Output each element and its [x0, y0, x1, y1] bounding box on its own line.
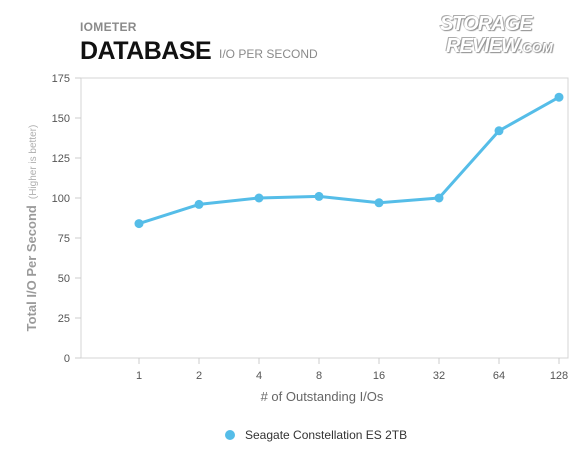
legend-label: Seagate Constellation ES 2TB [245, 428, 408, 442]
data-point [254, 193, 264, 203]
data-point [314, 191, 324, 201]
chart-subtitle: I/O PER SECOND [219, 47, 318, 61]
x-tick-label: 64 [493, 370, 505, 382]
y-tick-label: 150 [52, 113, 70, 125]
plot-frame [80, 77, 569, 359]
chart-legend: Seagate Constellation ES 2TB [225, 428, 407, 442]
x-axis-label: # of Outstanding I/Os [261, 389, 384, 404]
x-tick-label: 16 [373, 370, 385, 382]
y-axis-label-note: (Higher is better) [28, 125, 39, 199]
y-axis-label-main: Total I/O Per Second [24, 205, 39, 331]
x-tick-label: 32 [433, 370, 445, 382]
x-tick-label: 8 [316, 370, 322, 382]
x-axis: 1 2 4 8 16 32 64 128 [136, 358, 568, 382]
y-tick-label: 75 [58, 233, 70, 245]
y-tick-label: 175 [52, 73, 70, 85]
x-tick-label: 1 [136, 370, 142, 382]
chart-title: DATABASE [80, 37, 212, 65]
y-tick-label: 50 [58, 273, 70, 285]
data-point [554, 92, 564, 102]
logo-line-2-suffix: .COM [518, 40, 553, 55]
data-point [134, 219, 144, 229]
data-point [194, 199, 204, 209]
x-tick-label: 128 [550, 370, 568, 382]
y-axis-label: Total I/O Per Second (Higher is better) [24, 125, 39, 332]
y-tick-label: 100 [52, 193, 70, 205]
data-point [494, 126, 504, 136]
legend-marker [225, 430, 235, 440]
y-axis: 0 25 50 75 100 125 150 175 [52, 73, 81, 365]
logo-line-1: STORAGE [440, 13, 533, 35]
logo-line-2-text: REVIEW [446, 35, 520, 57]
x-tick-label: 2 [196, 370, 202, 382]
data-point [434, 193, 444, 203]
series-line [138, 95, 560, 226]
chart-supertitle: IOMETER [80, 20, 137, 34]
plot-border [80, 77, 569, 359]
y-tick-label: 25 [58, 313, 70, 325]
y-tick-label: 0 [64, 353, 70, 365]
x-tick-label: 4 [256, 370, 262, 382]
storagereview-logo: STORAGE REVIEW.COM [440, 14, 570, 70]
data-point [374, 198, 384, 208]
series-layer [134, 92, 564, 229]
logo-line-2: REVIEW.COM [446, 36, 570, 58]
y-tick-label: 125 [52, 153, 70, 165]
